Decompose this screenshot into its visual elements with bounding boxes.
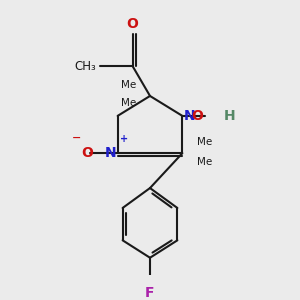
- Text: O: O: [81, 146, 93, 160]
- Text: Me: Me: [197, 157, 212, 167]
- Text: +: +: [120, 134, 128, 145]
- Text: O: O: [192, 109, 203, 123]
- Text: Me: Me: [121, 80, 136, 90]
- Text: H: H: [224, 109, 235, 123]
- Text: −: −: [72, 133, 81, 143]
- Text: N: N: [105, 146, 116, 160]
- Text: Me: Me: [197, 137, 212, 147]
- Text: CH₃: CH₃: [75, 60, 97, 73]
- Text: Me: Me: [121, 98, 136, 108]
- Text: O: O: [127, 17, 139, 31]
- Text: N: N: [184, 109, 195, 123]
- Text: F: F: [145, 286, 155, 300]
